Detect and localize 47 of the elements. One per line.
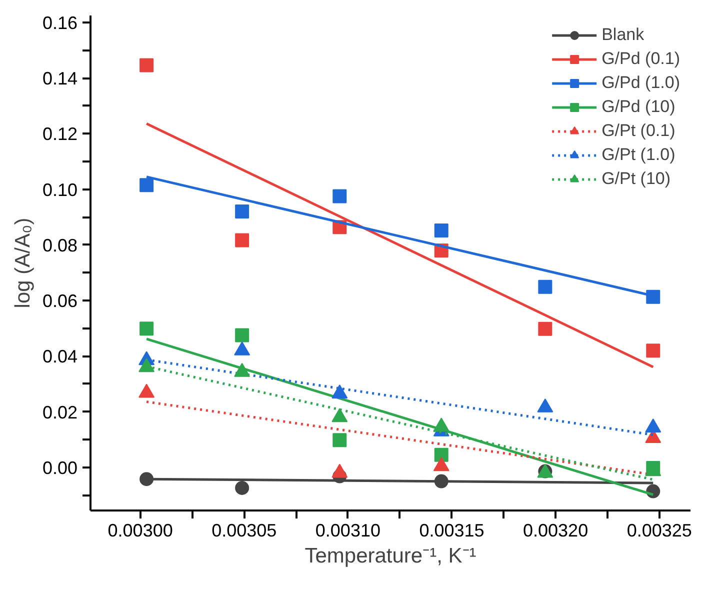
point bbox=[537, 398, 554, 412]
point bbox=[538, 280, 552, 294]
x-tick-label: 0.00325 bbox=[626, 520, 692, 540]
point bbox=[434, 223, 448, 238]
legend-label: Blank bbox=[602, 25, 644, 45]
point bbox=[138, 358, 155, 372]
y-tick-label: 0.08 bbox=[42, 235, 78, 256]
point bbox=[332, 464, 348, 478]
y-tick-label: 0.04 bbox=[42, 346, 78, 367]
point bbox=[646, 344, 660, 358]
legend-label: G/Pt (1.0) bbox=[602, 145, 676, 165]
y-tick-label: 0.02 bbox=[42, 402, 78, 422]
legend-label: G/Pd (0.1) bbox=[602, 49, 680, 69]
point bbox=[234, 362, 250, 377]
legend-label: G/Pt (0.1) bbox=[602, 121, 676, 141]
point bbox=[433, 418, 450, 432]
y-tick-label: 0.14 bbox=[42, 68, 78, 89]
point bbox=[645, 418, 662, 432]
x-tick-label: 0.00305 bbox=[212, 520, 277, 540]
legend-label: G/Pd (1.0) bbox=[602, 73, 680, 93]
point bbox=[235, 204, 250, 219]
y-tick-label: 0.06 bbox=[42, 291, 78, 312]
point bbox=[235, 328, 250, 342]
x-tick-label: 0.00320 bbox=[523, 520, 588, 540]
point bbox=[138, 384, 155, 398]
point bbox=[234, 341, 250, 356]
legend-label: G/Pd (10) bbox=[602, 97, 676, 117]
point bbox=[433, 457, 450, 472]
y-tick-label: 0.12 bbox=[42, 124, 78, 144]
y-tick-label: 0.10 bbox=[42, 180, 78, 200]
point bbox=[332, 189, 347, 204]
y-tick-label: 0.16 bbox=[42, 12, 78, 33]
x-tick-label: 0.00300 bbox=[108, 520, 173, 540]
y-tick-label: 0.00 bbox=[42, 458, 78, 478]
x-tick-label: 0.00315 bbox=[419, 520, 484, 540]
point bbox=[140, 58, 154, 72]
point bbox=[140, 322, 154, 336]
legend-label: G/Pt (10) bbox=[602, 169, 671, 189]
x-axis-title: Temperature⁻¹, K⁻¹ bbox=[304, 544, 476, 568]
point bbox=[538, 322, 552, 336]
x-tick-label: 0.00310 bbox=[315, 520, 380, 540]
point bbox=[332, 384, 348, 399]
point bbox=[140, 178, 154, 192]
point bbox=[646, 290, 660, 304]
point bbox=[332, 408, 348, 422]
point bbox=[235, 233, 250, 248]
y-axis-title: log (A/A₀) bbox=[11, 218, 34, 308]
